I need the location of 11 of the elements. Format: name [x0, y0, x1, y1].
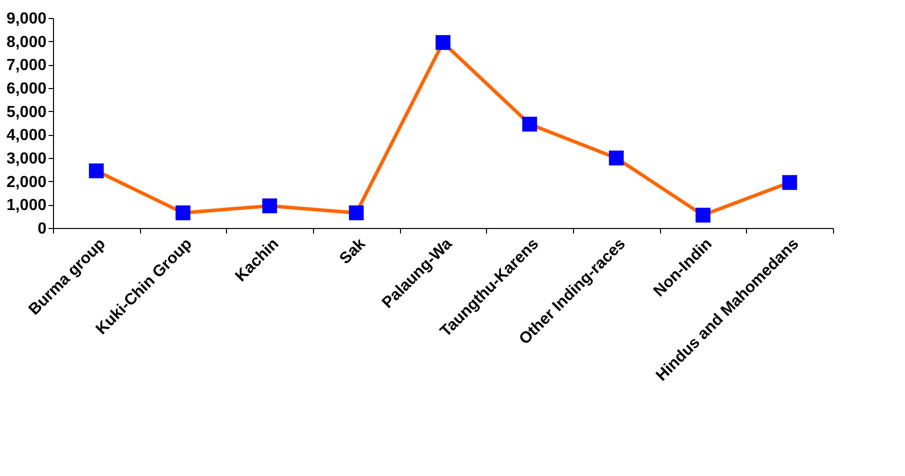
y-tick-label: 7,000 — [6, 57, 47, 74]
x-tick-label: Sak — [336, 235, 369, 268]
y-tick-label: 0 — [38, 220, 47, 238]
y-tick-label: 2,000 — [6, 174, 47, 191]
y-tick-label: 9,000 — [6, 10, 47, 28]
y-tick-label: 6,000 — [6, 80, 47, 98]
y-tick-label: 5,000 — [6, 104, 47, 121]
y-tick-label: 1,000 — [6, 197, 47, 214]
y-tick-label: 4,000 — [6, 127, 47, 144]
y-tick-label: 8,000 — [6, 34, 47, 51]
y-tick-label: 3,000 — [6, 150, 47, 168]
